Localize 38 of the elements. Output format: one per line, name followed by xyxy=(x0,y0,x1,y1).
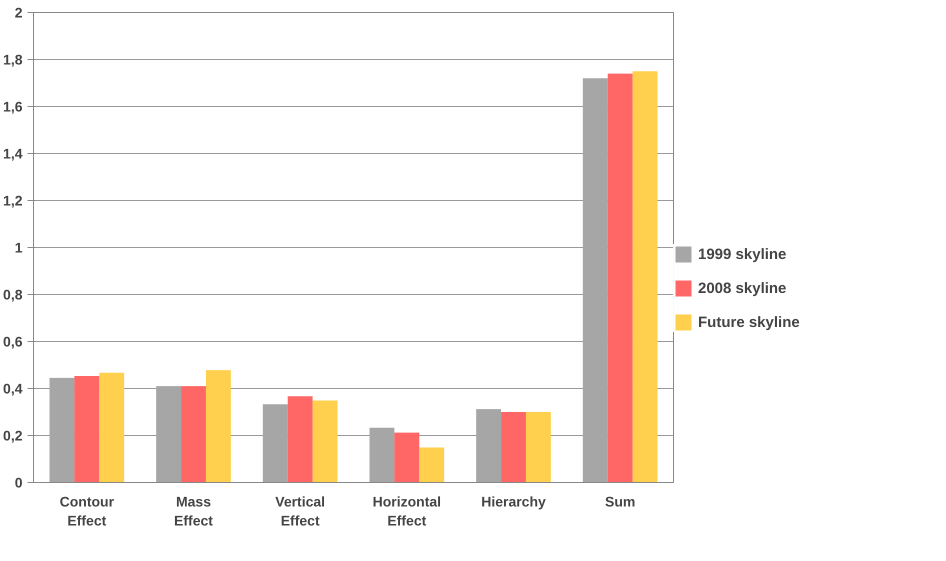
legend-label: 2008 skyline xyxy=(698,280,786,296)
bar xyxy=(394,432,420,482)
y-tick-label: 0,2 xyxy=(3,428,23,444)
bar xyxy=(526,412,551,482)
y-tick-label: 1,8 xyxy=(3,52,23,68)
y-tick-label: 1 xyxy=(14,240,23,256)
y-tick-label: 1,6 xyxy=(3,98,23,114)
bar xyxy=(288,396,313,482)
legend-label: Future skyline xyxy=(698,314,800,330)
bar xyxy=(582,78,608,482)
y-tick-label: 0,8 xyxy=(3,286,23,302)
legend-label: 1999 skyline xyxy=(698,246,786,262)
bar xyxy=(181,386,206,482)
y-tick-label: 2 xyxy=(14,4,23,20)
bar xyxy=(50,378,74,482)
x-tick-label: Hierarchy xyxy=(481,494,546,510)
bar xyxy=(262,404,288,482)
y-tick-label: 1,4 xyxy=(3,146,23,162)
bar xyxy=(312,400,338,482)
x-tick-label: Sum xyxy=(605,494,636,510)
bar xyxy=(419,447,444,482)
bar xyxy=(501,412,526,482)
y-tick-label: 0,4 xyxy=(3,380,23,396)
x-tick-label: Horizontal Effect xyxy=(372,494,442,529)
bar xyxy=(206,370,231,482)
bar xyxy=(608,74,633,482)
x-tick-label: Mass Effect xyxy=(174,494,214,529)
y-tick-label: 0 xyxy=(14,474,23,490)
bar xyxy=(476,409,502,482)
x-tick-label: Contour Effect xyxy=(60,494,115,529)
bar xyxy=(370,428,394,482)
bar xyxy=(156,386,182,482)
bar xyxy=(99,372,124,482)
y-tick-label: 1,2 xyxy=(3,192,23,208)
bar xyxy=(74,376,100,482)
y-tick-label: 0,6 xyxy=(3,334,23,350)
bar xyxy=(632,71,658,482)
x-tick-label: Vertical Effect xyxy=(275,494,326,529)
